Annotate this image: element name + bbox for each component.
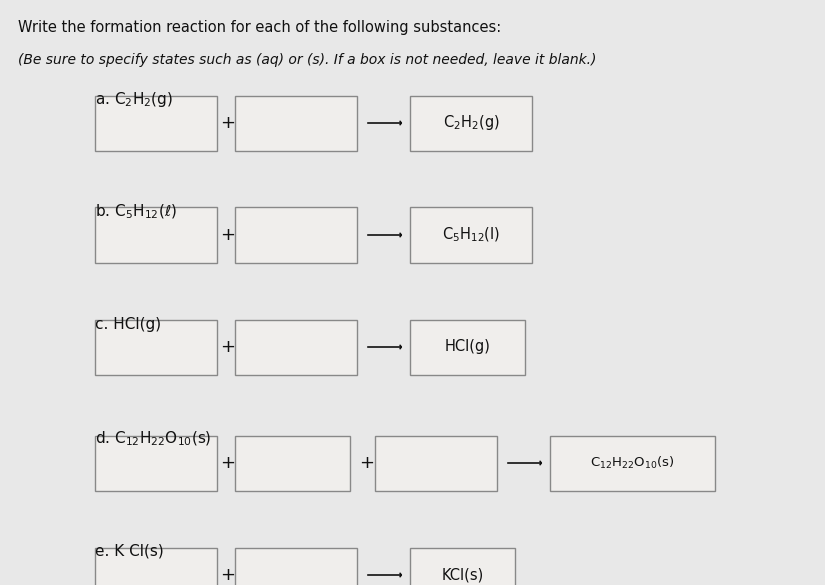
- Bar: [95, 95, 217, 150]
- Bar: [235, 548, 357, 585]
- Text: +: +: [220, 454, 235, 472]
- Text: +: +: [220, 226, 235, 244]
- Text: +: +: [360, 454, 375, 472]
- Bar: [95, 435, 217, 490]
- Text: (Be sure to specify states such as (aq) or (s). If a box is not needed, leave it: (Be sure to specify states such as (aq) …: [18, 53, 596, 67]
- Text: +: +: [220, 114, 235, 132]
- Text: C$_5$H$_{12}$(l): C$_5$H$_{12}$(l): [442, 226, 500, 244]
- Text: c. HCl(g): c. HCl(g): [95, 317, 161, 332]
- Bar: [410, 548, 515, 585]
- Text: C$_{12}$H$_{22}$O$_{10}$(s): C$_{12}$H$_{22}$O$_{10}$(s): [590, 455, 675, 471]
- Bar: [95, 548, 217, 585]
- Bar: [95, 319, 217, 374]
- Text: a. C$_2$H$_2$(g): a. C$_2$H$_2$(g): [95, 90, 173, 109]
- Bar: [235, 208, 357, 263]
- Text: e. K Cl(s): e. K Cl(s): [95, 543, 163, 558]
- Text: C$_2$H$_2$(g): C$_2$H$_2$(g): [442, 113, 499, 132]
- Text: d. C$_{12}$H$_{22}$O$_{10}$(s): d. C$_{12}$H$_{22}$O$_{10}$(s): [95, 430, 211, 448]
- Bar: [410, 95, 532, 150]
- Text: b. C$_5$H$_{12}$($\ell$): b. C$_5$H$_{12}$($\ell$): [95, 203, 177, 221]
- Bar: [235, 95, 357, 150]
- Bar: [235, 435, 350, 490]
- Bar: [375, 435, 497, 490]
- Bar: [95, 208, 217, 263]
- Bar: [235, 319, 357, 374]
- Text: Write the formation reaction for each of the following substances:: Write the formation reaction for each of…: [18, 20, 502, 35]
- Bar: [550, 435, 715, 490]
- Bar: [410, 319, 525, 374]
- Bar: [410, 208, 532, 263]
- Text: HCl(g): HCl(g): [445, 339, 490, 355]
- Text: +: +: [220, 566, 235, 584]
- Text: +: +: [220, 338, 235, 356]
- Text: KCl(s): KCl(s): [441, 567, 483, 583]
